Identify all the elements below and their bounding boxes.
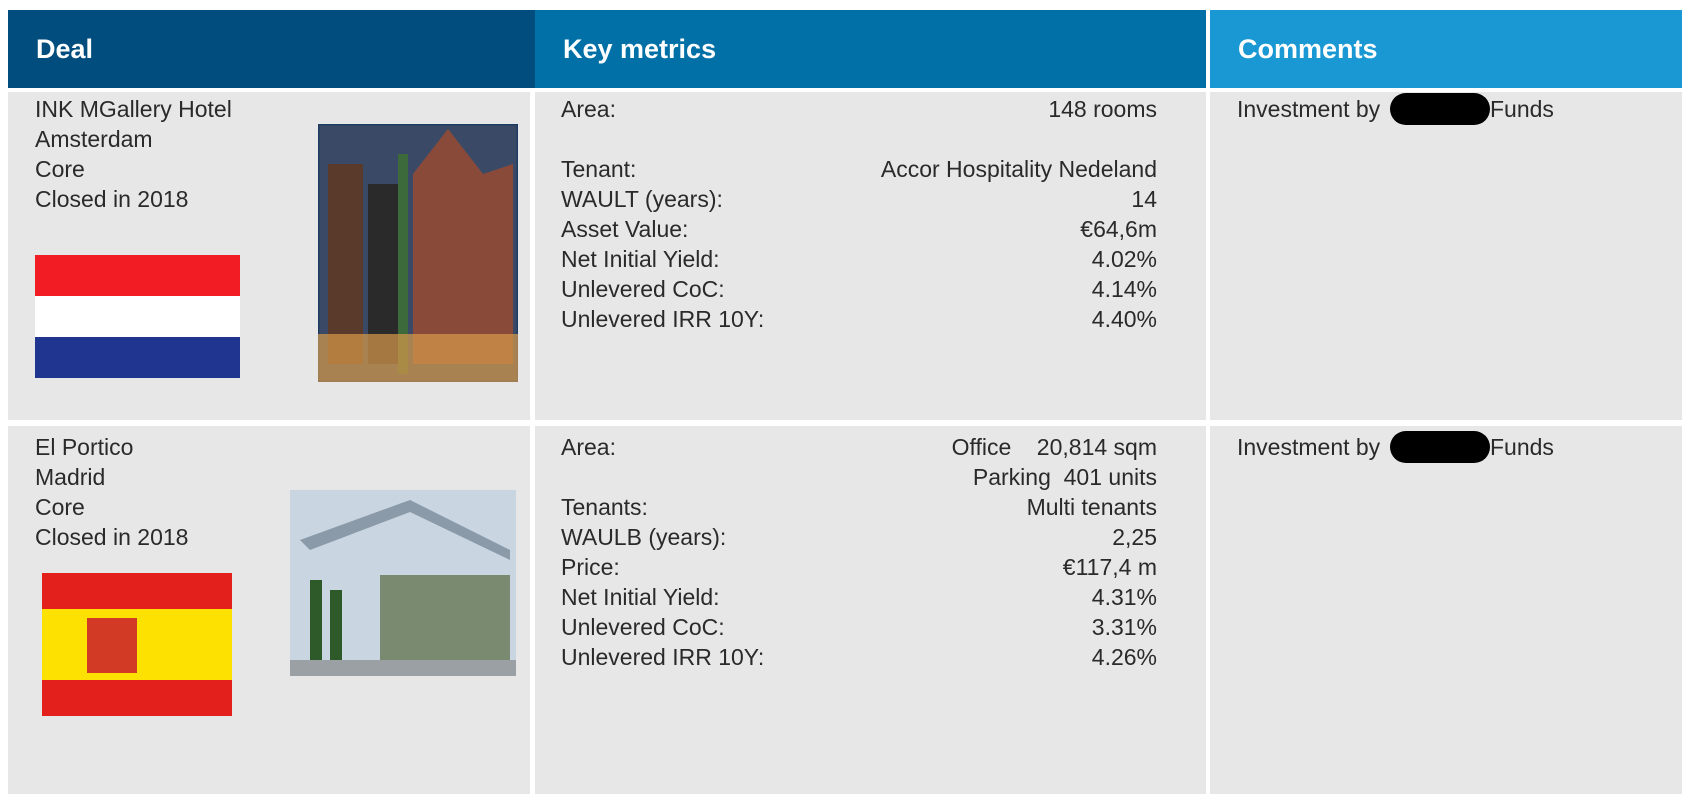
deal-line: Closed in 2018 [35,186,189,212]
deal-line: Amsterdam [35,126,153,152]
metric-values: Accor Hospitality Nedeland [881,154,1157,184]
metric-row: Unlevered IRR 10Y: 4.40% [561,304,1157,334]
deal-line: Core [35,156,85,182]
cell [1210,426,1682,794]
metric-label: Unlevered CoC: [561,276,725,302]
metric-values: 2,25 [1112,522,1157,552]
metric-label: Unlevered IRR 10Y: [561,644,765,670]
metric-value: €117,4 m [1062,554,1157,580]
metric-value: 4.26% [1091,644,1157,670]
metric-row: Tenant: Accor Hospitality Nedeland [561,154,1157,184]
metric-value: 4.40% [1091,306,1157,332]
metric-row: Net Initial Yield: 4.31% [561,582,1157,612]
metric-label: Net Initial Yield: [561,246,720,272]
metric-label: Unlevered CoC: [561,614,725,640]
deal-line: Madrid [35,464,106,490]
header-comments: Comments [1210,10,1682,88]
metric-value: 4.14% [1091,276,1157,302]
metric-values: 4.40% [1092,304,1157,334]
metric-value: Accor Hospitality Nedeland [880,156,1157,182]
metric-value: 4.02% [1091,246,1157,272]
comment: Investment by [1237,434,1381,460]
metric-label: Tenant: [561,156,637,182]
building-photo [290,490,516,676]
metric-row: Unlevered IRR 10Y: 4.26% [561,642,1157,672]
deal-line: Closed in 2018 [35,524,189,550]
metric-label: Asset Value: [561,216,689,242]
metric-values: €117,4 m [1063,552,1157,582]
metric-value: Office 20,814 sqm [951,434,1157,460]
deal-line: El Portico [35,434,134,460]
comment: Funds [1490,96,1554,122]
metric-values: 4.02% [1092,244,1157,274]
flag-es [42,573,232,716]
header-deal: Deal [8,10,570,88]
deal-line: INK MGallery Hotel [35,96,232,122]
metric-value: €64,6m [1080,216,1157,242]
deal-info: INK MGallery Hotel Amsterdam Core Closed in… [35,94,232,214]
metric-row: Asset Value: €64,6m [561,214,1157,244]
metric-row: Area: Office 20,814 sqm Parking 401 units [561,432,1157,492]
metric-row: Net Initial Yield: 4.02% [561,244,1157,274]
metric-values: 3.31% [1092,612,1157,642]
metric-value: Multi tenants [1026,494,1157,520]
metric-label: WAULT (years): [561,186,723,212]
deal-info: El Portico Madrid Core Closed in 2018 [35,432,188,552]
cell [535,92,1206,420]
cell [535,426,1206,794]
deal-line: Core [35,494,85,520]
comment: Funds [1490,434,1554,460]
metric-values: €64,6m [1080,214,1157,244]
metrics: Area: Office 20,814 sqm Parking 401 units T… [561,432,1157,672]
hotel-photo [318,124,518,382]
comment: Investment by [1237,96,1381,122]
metric-value: 3.31% [1091,614,1157,640]
metric-row: WAULT (years): 14 [561,184,1157,214]
metric-values: 4.14% [1092,274,1157,304]
metric-value: 2,25 [1112,524,1157,550]
metric-row: Tenants: Multi tenants [561,492,1157,522]
metric-values: 14 [1131,184,1157,214]
cell [1210,92,1682,420]
metric-label: Area: [561,434,616,460]
metric-values: 148 rooms [1048,94,1157,154]
metric-row: Area: 148 rooms [561,94,1157,154]
metric-label: Tenants: [561,494,648,520]
metric-value: 148 rooms [1048,96,1157,122]
metric-values: 4.31% [1092,582,1157,612]
metric-label: WAULB (years): [561,524,727,550]
metric-values: Office 20,814 sqm Parking 401 units [952,432,1157,492]
metric-label: Net Initial Yield: [561,584,720,610]
flag-nl [35,255,240,378]
header-metrics: Key metrics [535,10,1206,88]
metric-value: Parking 401 units [972,464,1157,490]
metric-label: Unlevered IRR 10Y: [561,306,765,332]
metric-label: Price: [561,554,620,580]
metric-value: 4.31% [1091,584,1157,610]
metric-row: Unlevered CoC: 4.14% [561,274,1157,304]
redaction [1390,431,1490,463]
metric-values: Multi tenants [1027,492,1157,522]
metric-value: 14 [1131,186,1157,212]
metric-row: Price: €117,4 m [561,552,1157,582]
metric-row: Unlevered CoC: 3.31% [561,612,1157,642]
redaction [1390,93,1490,125]
metric-row: WAULB (years): 2,25 [561,522,1157,552]
metric-values: 4.26% [1092,642,1157,672]
metric-label: Area: [561,96,616,122]
metrics: Area: 148 rooms Tenant: Accor Hospitality N… [561,94,1157,334]
